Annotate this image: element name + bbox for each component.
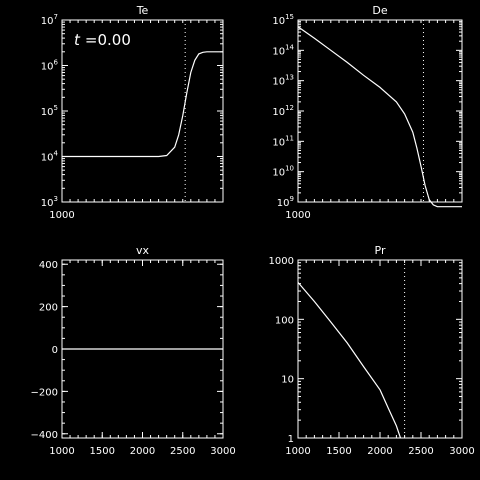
x-tick-label: 3000 bbox=[210, 446, 235, 457]
time-symbol: t bbox=[74, 31, 81, 49]
x-tick-label: 1000 bbox=[285, 446, 310, 457]
y-tick-text: 100 bbox=[275, 315, 294, 326]
y-tick-exponent: 14 bbox=[285, 43, 294, 51]
y-tick-label: −400 bbox=[31, 430, 58, 441]
series-line bbox=[297, 26, 462, 208]
y-tick-label: 105 bbox=[41, 104, 58, 118]
y-tick-base: 10 bbox=[277, 198, 290, 209]
y-tick-label: 107 bbox=[41, 13, 58, 27]
panel-2: vx 1000 1500 2000 2500 3000 −400 −200 0 200 400 bbox=[31, 244, 236, 457]
y-tick-exponent: 6 bbox=[54, 59, 59, 67]
y-tick-label: −200 bbox=[31, 387, 58, 398]
y-tick-base: 10 bbox=[272, 16, 285, 27]
y-tick-exponent: 4 bbox=[54, 150, 59, 158]
y-tick-label: 103 bbox=[41, 195, 58, 209]
y-tick-text: −400 bbox=[31, 430, 58, 441]
y-tick-label: 0 bbox=[52, 345, 58, 356]
series-line bbox=[62, 51, 223, 158]
y-tick-base: 10 bbox=[272, 46, 285, 57]
y-tick-base: 10 bbox=[272, 107, 285, 118]
x-tick-label: 2000 bbox=[367, 446, 392, 457]
y-tick-exponent: 15 bbox=[285, 13, 294, 21]
y-tick-label: 200 bbox=[39, 303, 58, 314]
y-tick-text: 200 bbox=[39, 303, 58, 314]
y-tick-exponent: 9 bbox=[290, 195, 294, 203]
y-tick-label: 1013 bbox=[272, 74, 294, 88]
y-tick-text: 1000 bbox=[269, 256, 294, 267]
y-tick-base: 10 bbox=[41, 16, 54, 27]
y-tick-exponent: 13 bbox=[285, 74, 294, 82]
panel-title: Te bbox=[136, 4, 149, 17]
panel-title: vx bbox=[136, 244, 150, 257]
y-tick-base: 10 bbox=[272, 168, 285, 179]
x-tick-label: 1000 bbox=[285, 210, 310, 221]
x-tick-label: 3000 bbox=[449, 446, 474, 457]
y-tick-text: 1 bbox=[288, 434, 294, 445]
y-tick-label: 109 bbox=[277, 195, 294, 209]
y-tick-base: 10 bbox=[272, 137, 285, 148]
y-tick-label: 100 bbox=[275, 315, 294, 326]
y-tick-exponent: 11 bbox=[285, 134, 294, 142]
x-tick-label: 1500 bbox=[90, 446, 115, 457]
y-tick-base: 10 bbox=[41, 107, 54, 118]
plot-frame bbox=[297, 19, 463, 203]
x-tick-label: 1000 bbox=[49, 210, 74, 221]
y-tick-label: 1010 bbox=[272, 165, 294, 179]
plot-frame bbox=[297, 259, 463, 439]
y-tick-exponent: 12 bbox=[285, 104, 294, 112]
x-tick-label: 2500 bbox=[170, 446, 195, 457]
panel-3: Pr 1000 1500 2000 2500 3000 1 10 100 1000 bbox=[269, 244, 475, 457]
y-tick-exponent: 10 bbox=[285, 165, 294, 173]
y-tick-label: 1012 bbox=[272, 104, 294, 118]
y-tick-label: 1 bbox=[288, 434, 294, 445]
x-tick-label: 2000 bbox=[130, 446, 155, 457]
panel-title: De bbox=[372, 4, 387, 17]
y-tick-label: 1015 bbox=[272, 13, 294, 27]
y-tick-text: 10 bbox=[281, 375, 294, 386]
x-tick-label: 2500 bbox=[408, 446, 433, 457]
y-tick-base: 10 bbox=[41, 198, 54, 209]
x-tick-label: 1000 bbox=[49, 446, 74, 457]
y-tick-exponent: 3 bbox=[54, 195, 58, 203]
y-tick-text: 400 bbox=[39, 260, 58, 271]
y-tick-label: 400 bbox=[39, 260, 58, 271]
series-line bbox=[297, 282, 402, 439]
y-tick-base: 10 bbox=[41, 62, 54, 73]
x-tick-label: 1500 bbox=[326, 446, 351, 457]
y-tick-label: 106 bbox=[41, 59, 59, 73]
time-annotation: t =0.00 bbox=[74, 31, 131, 49]
y-tick-label: 1000 bbox=[269, 256, 294, 267]
y-tick-label: 10 bbox=[281, 375, 294, 386]
y-tick-label: 1011 bbox=[272, 134, 294, 148]
y-tick-text: 0 bbox=[52, 345, 58, 356]
y-tick-exponent: 7 bbox=[54, 13, 58, 21]
y-tick-exponent: 5 bbox=[54, 104, 58, 112]
y-tick-text: −200 bbox=[31, 387, 58, 398]
panel-title: Pr bbox=[375, 244, 386, 257]
y-tick-base: 10 bbox=[272, 77, 285, 88]
time-value: =0.00 bbox=[85, 31, 131, 49]
y-tick-base: 10 bbox=[41, 153, 54, 164]
y-tick-label: 1014 bbox=[272, 43, 294, 57]
y-tick-label: 104 bbox=[41, 150, 59, 164]
